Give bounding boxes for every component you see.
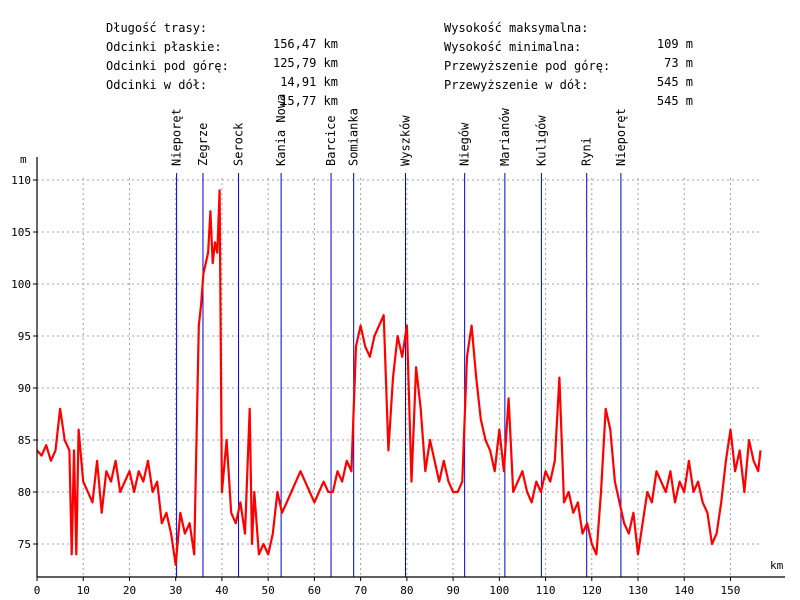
stats-right: Wysokość maksymalna: 109 m Wysokość mini…: [444, 4, 700, 108]
place-marker-label: Ryni: [580, 137, 594, 166]
place-marker-label: Marianów: [498, 107, 512, 166]
stat-downhill-sections: Odcinki w dół: 15,77 km: [106, 61, 346, 108]
x-tick-label: 110: [536, 584, 556, 597]
stat-label: Wysokość minimalna:: [444, 40, 582, 54]
stat-value: 125,79 km: [272, 56, 338, 70]
stat-max-elevation: Wysokość maksymalna: 109 m: [444, 4, 700, 51]
elevation-series: [36, 189, 762, 566]
place-marker-label: Wyszków: [398, 115, 412, 166]
stat-value: 14,91 km: [280, 75, 338, 89]
chart-grid: [37, 178, 760, 577]
stat-value: 73 m: [664, 56, 693, 70]
x-tick-label: 90: [446, 584, 459, 597]
place-marker-label: Nieporęt: [170, 108, 184, 166]
stat-label: Długość trasy:: [106, 21, 208, 35]
y-tick-label: 90: [18, 382, 31, 395]
stats-left: Długość trasy: 156,47 km Odcinki płaskie…: [106, 4, 346, 108]
stat-value: 545 m: [656, 94, 693, 108]
y-tick-label: 95: [18, 330, 31, 343]
y-tick-label: 85: [18, 434, 31, 447]
x-tick-label: 0: [34, 584, 41, 597]
x-tick-label: 80: [400, 584, 413, 597]
x-tick-label: 30: [169, 584, 182, 597]
stat-label: Przewyższenie w dół:: [444, 78, 589, 92]
stat-label: Wysokość maksymalna:: [444, 21, 589, 35]
place-marker-label: Serock: [232, 122, 246, 166]
stat-value: 109 m: [656, 37, 693, 51]
elevation-line: [36, 189, 762, 566]
stat-value: 15,77 km: [280, 94, 338, 108]
x-tick-label: 100: [489, 584, 509, 597]
x-axis-label: km: [770, 559, 784, 572]
place-marker-label: Kuligów: [534, 115, 548, 166]
x-tick-label: 50: [262, 584, 275, 597]
stat-value: 156,47 km: [272, 37, 338, 51]
x-tick-label: 140: [674, 584, 694, 597]
y-tick-label: 110: [11, 174, 31, 187]
stat-elevation-gain: Przewyższenie pod górę: 545 m: [444, 42, 700, 89]
x-tick-label: 70: [354, 584, 367, 597]
stat-label: Przewyższenie pod górę:: [444, 59, 611, 73]
x-tick-label: 120: [582, 584, 602, 597]
place-marker-label: Kania Nowa: [274, 94, 288, 166]
place-markers: Nieporęt Zegrze Serock Kania Nowa Barcice Som…: [170, 94, 628, 577]
stat-min-elevation: Wysokość minimalna: 73 m: [444, 23, 700, 70]
x-tick-label: 60: [308, 584, 321, 597]
x-tick-label: 40: [215, 584, 228, 597]
chart-ticks: 75 80 85 90 95 100 105 110 0 10 20 30 40 50 60 70 80 90 10…: [11, 174, 740, 597]
y-tick-label: 75: [18, 538, 31, 551]
y-tick-label: 80: [18, 486, 31, 499]
stat-label: Odcinki w dół:: [106, 78, 208, 92]
stat-label: Odcinki pod górę:: [106, 59, 229, 73]
place-marker-label: Barcice: [324, 115, 338, 166]
stat-value: 545 m: [656, 75, 693, 89]
y-axis-label: m: [20, 153, 27, 166]
chart-axes: [36, 157, 785, 578]
stat-route-length: Długość trasy: 156,47 km: [106, 4, 346, 51]
y-tick-label: 105: [11, 226, 31, 239]
x-tick-label: 20: [123, 584, 136, 597]
stat-label: Odcinki płaskie:: [106, 40, 222, 54]
place-marker-label: Nieporęt: [614, 108, 628, 166]
x-tick-label: 10: [77, 584, 90, 597]
x-tick-label: 130: [628, 584, 648, 597]
x-tick-label: 150: [721, 584, 741, 597]
place-marker-label: Zegrze: [196, 123, 210, 166]
place-marker-label: Somianka: [347, 108, 361, 166]
stat-flat-sections: Odcinki płaskie: 125,79 km: [106, 23, 346, 70]
stat-uphill-sections: Odcinki pod górę: 14,91 km: [106, 42, 346, 89]
y-tick-label: 100: [11, 278, 31, 291]
stat-elevation-loss: Przewyższenie w dół: 545 m: [444, 61, 700, 108]
place-marker-label: Niegów: [458, 122, 472, 166]
